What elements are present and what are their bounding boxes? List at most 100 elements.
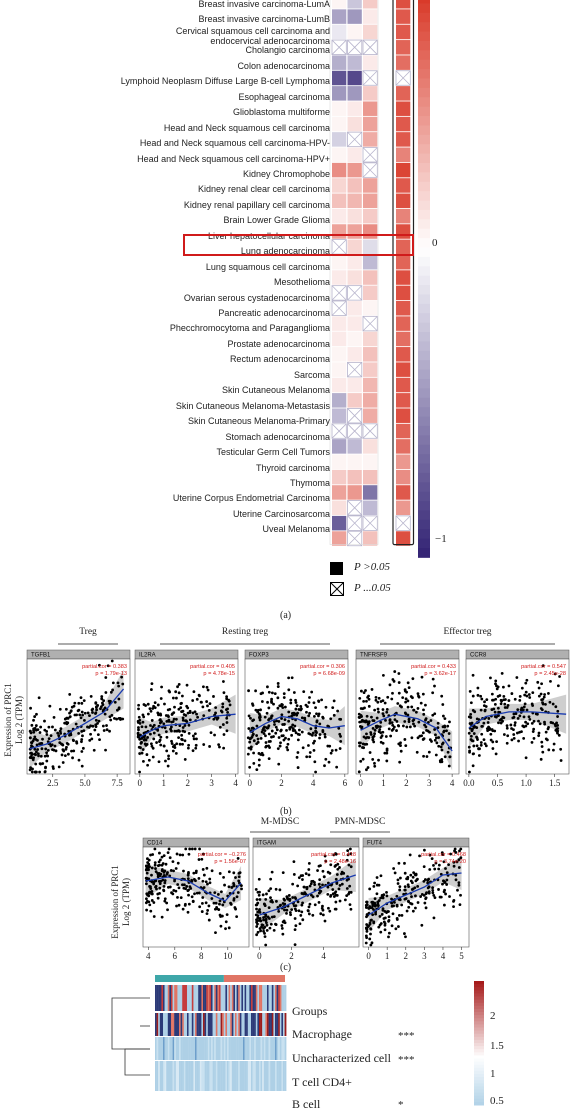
scatter-point — [145, 908, 149, 912]
scatter-point — [180, 733, 184, 737]
cell-cross-line — [331, 39, 347, 55]
cell-cross-line — [331, 285, 347, 301]
scatter-point — [178, 853, 182, 857]
cell-cross-line — [362, 423, 378, 439]
scale-step — [474, 1101, 484, 1106]
scatter-point — [144, 725, 148, 729]
scatter-point — [310, 690, 314, 694]
heat-stripe — [271, 985, 274, 1011]
scatter-point — [201, 879, 205, 883]
cancer-label: Head and Neck squamous cell carcinoma-HP… — [137, 153, 330, 164]
scatter-point — [307, 905, 311, 909]
scatter-point — [296, 711, 300, 715]
cell — [396, 24, 411, 40]
scatter-point — [282, 696, 286, 699]
scatter-point — [270, 870, 274, 874]
x-tick-label: 4 — [441, 951, 446, 961]
scatter-point — [147, 858, 151, 862]
scatter-point — [51, 748, 54, 752]
scatter-point — [471, 708, 475, 712]
colorbar-step — [418, 519, 430, 530]
scatter-point — [208, 881, 212, 885]
scatter-point — [262, 929, 265, 933]
legend-filled-swatch — [330, 562, 343, 575]
heat-stripe — [195, 1013, 197, 1036]
scatter-point — [365, 923, 369, 926]
heat-stripe — [265, 985, 268, 1011]
scatter-point — [115, 708, 119, 712]
scatter-point — [278, 888, 282, 892]
scatter-point — [381, 730, 385, 734]
scatter-point — [258, 916, 262, 920]
scatter-point — [385, 751, 389, 755]
scatter-point — [174, 690, 178, 694]
scatter-point — [342, 871, 346, 875]
scatter-point — [256, 922, 259, 926]
cell — [363, 393, 378, 408]
scatter-point — [80, 750, 84, 753]
heat-stripe — [177, 1013, 180, 1036]
heat-stripe — [257, 1037, 260, 1060]
scatter-point — [165, 901, 169, 905]
scatter-point — [254, 913, 258, 917]
cell — [396, 285, 411, 301]
scatter-point — [453, 849, 456, 853]
scatter-point — [265, 923, 269, 927]
scatter-point — [420, 675, 424, 679]
cell — [396, 147, 411, 162]
scatter-point — [289, 701, 293, 705]
scatter-point — [423, 901, 427, 905]
scatter-point — [311, 913, 315, 917]
scatter-point — [255, 933, 259, 937]
scatter-point — [150, 682, 154, 686]
scatter-point — [181, 883, 184, 887]
cell — [332, 362, 347, 377]
heat-stripe — [163, 1037, 165, 1060]
scatter-point — [201, 868, 205, 871]
scatter-point — [469, 701, 473, 705]
cell — [363, 101, 378, 116]
scatter-point — [276, 696, 280, 700]
scatter-point — [273, 692, 277, 696]
colorbar-step — [418, 219, 430, 230]
scatter-point — [30, 723, 34, 727]
scatter-point — [208, 745, 211, 748]
scatter-point — [47, 725, 51, 729]
scatter-point — [490, 692, 494, 696]
scatter-point — [153, 847, 157, 851]
heat-stripe — [167, 1061, 170, 1091]
scatter-point — [61, 743, 65, 747]
scatter-point — [430, 857, 434, 861]
scatter-point — [494, 679, 498, 683]
scatter-point — [372, 884, 376, 888]
colorbar-step — [418, 322, 430, 333]
scatter-point — [225, 716, 229, 720]
cell — [363, 469, 378, 485]
colorbar-step — [418, 266, 430, 277]
scatter-point — [52, 716, 56, 719]
scatter-point — [307, 873, 311, 877]
cell — [396, 423, 411, 439]
scatter-point — [412, 722, 415, 726]
p-value-label: p = 1.79e-13 — [95, 671, 127, 677]
scatter-point — [170, 729, 173, 733]
scatter-point — [44, 766, 47, 770]
heat-stripe — [183, 1037, 186, 1060]
heat-stripe — [254, 1061, 256, 1091]
scale-tick-1: 1 — [490, 1068, 496, 1080]
scatter-point — [307, 714, 311, 718]
heat-stripe — [254, 985, 256, 1011]
scatter-point — [187, 870, 190, 874]
scatter-point — [38, 770, 42, 774]
scale-step — [474, 1074, 484, 1078]
cancer-label: Lung adenocarcinoma — [240, 246, 330, 257]
scatter-point — [395, 918, 399, 921]
scatter-point — [308, 751, 312, 754]
scatter-point — [525, 708, 529, 712]
scatter-point — [446, 750, 450, 754]
scatter-point — [260, 700, 264, 703]
scatter-point — [202, 714, 206, 717]
scatter-point — [179, 896, 183, 900]
heat-stripe — [159, 1061, 162, 1091]
